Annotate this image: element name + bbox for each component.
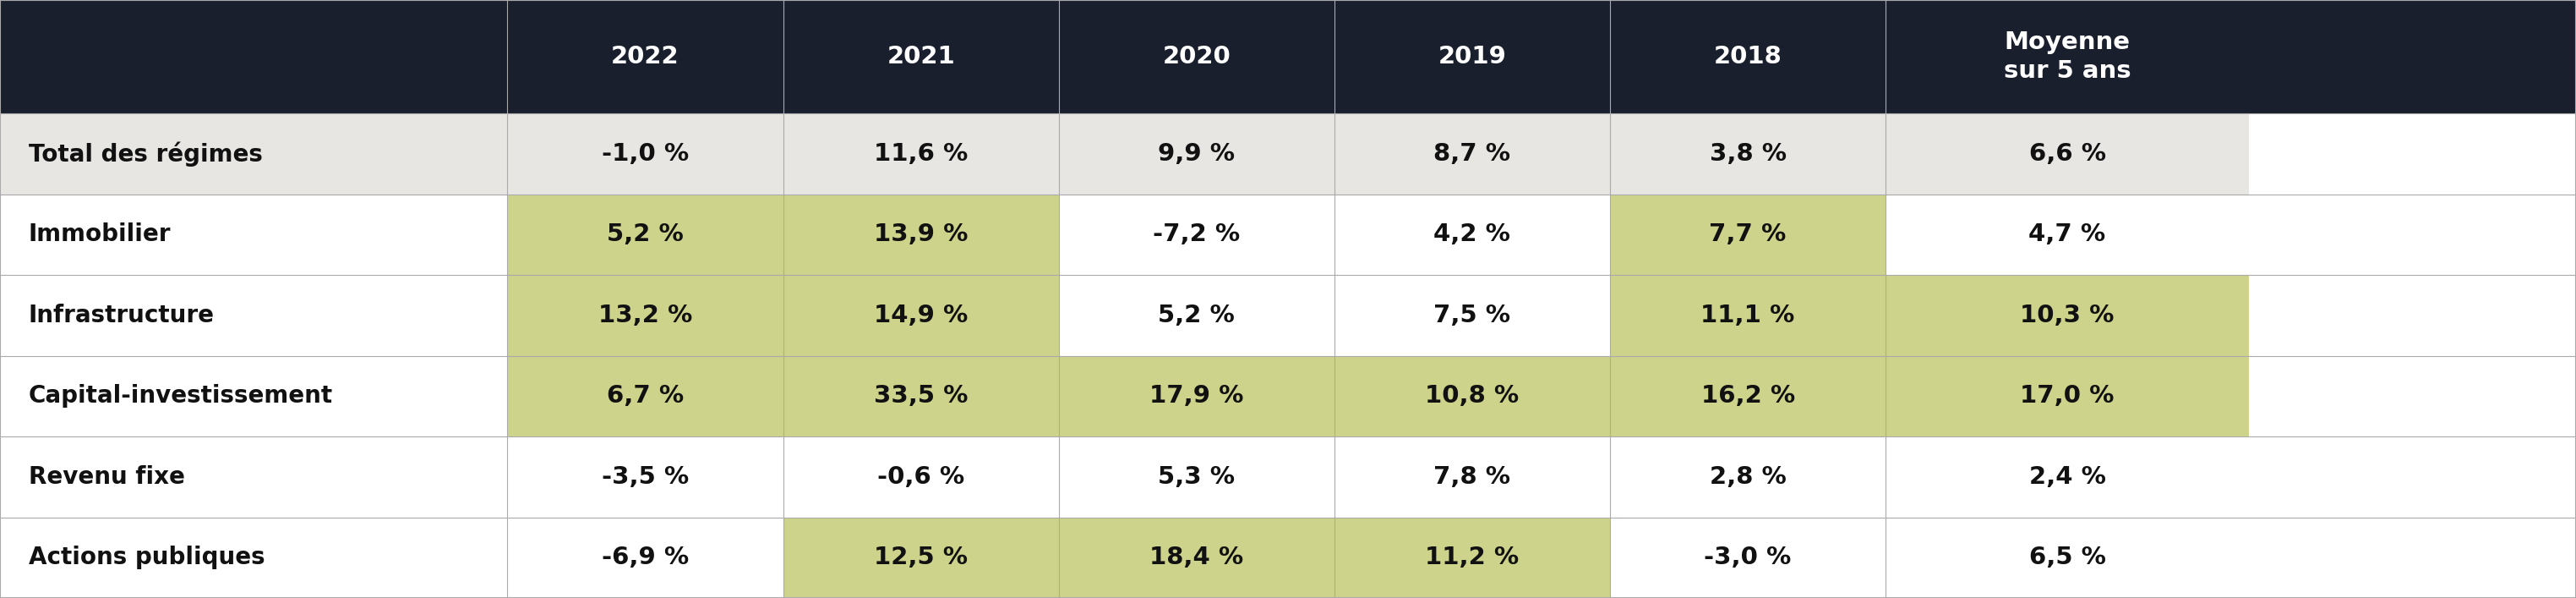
FancyBboxPatch shape <box>783 275 1059 356</box>
FancyBboxPatch shape <box>1886 194 2249 275</box>
FancyBboxPatch shape <box>0 0 2576 114</box>
Text: 11,6 %: 11,6 % <box>873 142 969 166</box>
Text: 7,5 %: 7,5 % <box>1435 304 1510 327</box>
FancyBboxPatch shape <box>0 114 507 194</box>
Text: 6,6 %: 6,6 % <box>2030 142 2105 166</box>
FancyBboxPatch shape <box>783 114 1059 194</box>
FancyBboxPatch shape <box>0 437 507 517</box>
Text: -1,0 %: -1,0 % <box>603 142 688 166</box>
FancyBboxPatch shape <box>1059 437 1334 517</box>
FancyBboxPatch shape <box>783 356 1059 437</box>
FancyBboxPatch shape <box>1334 517 1610 598</box>
Text: 2021: 2021 <box>886 45 956 69</box>
Text: 4,2 %: 4,2 % <box>1435 223 1510 246</box>
FancyBboxPatch shape <box>783 437 1059 517</box>
Text: Immobilier: Immobilier <box>28 223 170 246</box>
Text: 5,3 %: 5,3 % <box>1159 465 1234 489</box>
Text: Revenu fixe: Revenu fixe <box>28 465 185 489</box>
FancyBboxPatch shape <box>1886 275 2249 356</box>
Text: -3,5 %: -3,5 % <box>603 465 688 489</box>
Text: Actions publiques: Actions publiques <box>28 546 265 569</box>
Text: 7,8 %: 7,8 % <box>1435 465 1510 489</box>
Text: 10,3 %: 10,3 % <box>2020 304 2115 327</box>
Text: 2018: 2018 <box>1713 45 1783 69</box>
Text: -7,2 %: -7,2 % <box>1154 223 1239 246</box>
Text: 5,2 %: 5,2 % <box>1159 304 1234 327</box>
Text: Capital-investissement: Capital-investissement <box>28 385 332 408</box>
FancyBboxPatch shape <box>1334 356 1610 437</box>
FancyBboxPatch shape <box>1886 517 2249 598</box>
Text: -0,6 %: -0,6 % <box>878 465 963 489</box>
FancyBboxPatch shape <box>0 194 507 275</box>
Text: 4,7 %: 4,7 % <box>2030 223 2105 246</box>
Text: 33,5 %: 33,5 % <box>873 385 969 408</box>
FancyBboxPatch shape <box>1334 437 1610 517</box>
Text: 5,2 %: 5,2 % <box>608 223 683 246</box>
Text: 16,2 %: 16,2 % <box>1700 385 1795 408</box>
Text: Infrastructure: Infrastructure <box>28 304 214 327</box>
FancyBboxPatch shape <box>1610 194 1886 275</box>
Text: 12,5 %: 12,5 % <box>873 546 969 569</box>
Text: 18,4 %: 18,4 % <box>1149 546 1244 569</box>
Text: 11,1 %: 11,1 % <box>1700 304 1795 327</box>
FancyBboxPatch shape <box>0 356 507 437</box>
Text: 17,9 %: 17,9 % <box>1149 385 1244 408</box>
Text: -3,0 %: -3,0 % <box>1705 546 1790 569</box>
FancyBboxPatch shape <box>507 517 783 598</box>
FancyBboxPatch shape <box>1610 356 1886 437</box>
FancyBboxPatch shape <box>1610 517 1886 598</box>
FancyBboxPatch shape <box>1059 114 1334 194</box>
Text: 6,7 %: 6,7 % <box>608 385 683 408</box>
FancyBboxPatch shape <box>1059 194 1334 275</box>
Text: 8,7 %: 8,7 % <box>1435 142 1510 166</box>
Text: 2020: 2020 <box>1162 45 1231 69</box>
FancyBboxPatch shape <box>783 194 1059 275</box>
FancyBboxPatch shape <box>1059 275 1334 356</box>
FancyBboxPatch shape <box>507 437 783 517</box>
FancyBboxPatch shape <box>1610 114 1886 194</box>
Text: 13,9 %: 13,9 % <box>873 223 969 246</box>
Text: 2,4 %: 2,4 % <box>2030 465 2105 489</box>
FancyBboxPatch shape <box>507 194 783 275</box>
FancyBboxPatch shape <box>1059 517 1334 598</box>
Text: Total des régimes: Total des régimes <box>28 142 263 166</box>
Text: 10,8 %: 10,8 % <box>1425 385 1520 408</box>
FancyBboxPatch shape <box>1610 275 1886 356</box>
Text: 9,9 %: 9,9 % <box>1159 142 1234 166</box>
FancyBboxPatch shape <box>1886 437 2249 517</box>
Text: 7,7 %: 7,7 % <box>1710 223 1785 246</box>
FancyBboxPatch shape <box>1610 437 1886 517</box>
FancyBboxPatch shape <box>507 114 783 194</box>
Text: 17,0 %: 17,0 % <box>2020 385 2115 408</box>
FancyBboxPatch shape <box>0 517 507 598</box>
FancyBboxPatch shape <box>1334 275 1610 356</box>
Text: 6,5 %: 6,5 % <box>2030 546 2105 569</box>
Text: 11,2 %: 11,2 % <box>1425 546 1520 569</box>
FancyBboxPatch shape <box>1059 356 1334 437</box>
Text: 2019: 2019 <box>1437 45 1507 69</box>
FancyBboxPatch shape <box>0 275 507 356</box>
Text: Moyenne
sur 5 ans: Moyenne sur 5 ans <box>2004 31 2130 83</box>
FancyBboxPatch shape <box>1886 356 2249 437</box>
Text: 2022: 2022 <box>611 45 680 69</box>
FancyBboxPatch shape <box>783 517 1059 598</box>
Text: -6,9 %: -6,9 % <box>603 546 688 569</box>
Text: 3,8 %: 3,8 % <box>1710 142 1785 166</box>
Text: 2,8 %: 2,8 % <box>1710 465 1785 489</box>
FancyBboxPatch shape <box>1886 114 2249 194</box>
Text: 13,2 %: 13,2 % <box>598 304 693 327</box>
FancyBboxPatch shape <box>1334 114 1610 194</box>
FancyBboxPatch shape <box>507 356 783 437</box>
FancyBboxPatch shape <box>507 275 783 356</box>
Text: 14,9 %: 14,9 % <box>873 304 969 327</box>
FancyBboxPatch shape <box>1334 194 1610 275</box>
